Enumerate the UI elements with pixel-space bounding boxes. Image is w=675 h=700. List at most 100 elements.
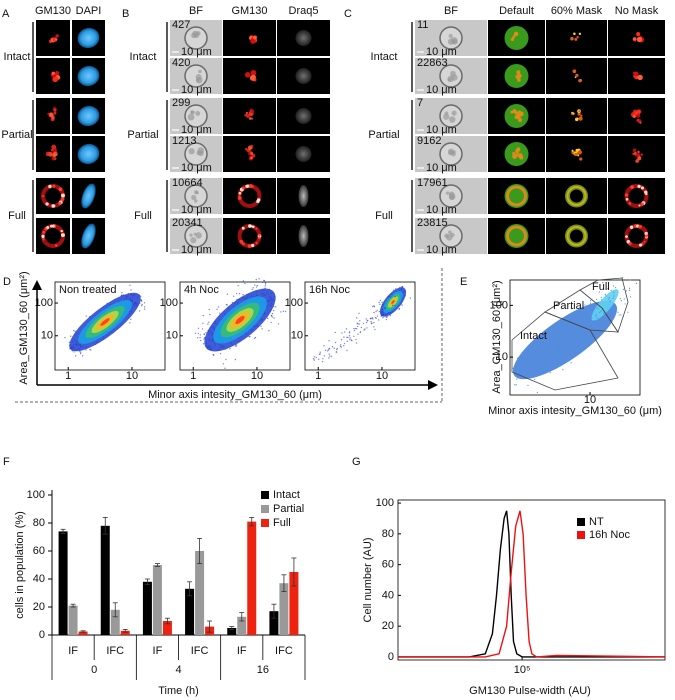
density-dot <box>370 317 372 320</box>
cell-spot <box>516 70 521 75</box>
density-dot <box>208 321 210 323</box>
column-header: 60% Mask <box>551 5 603 17</box>
cell-spot <box>244 71 251 78</box>
density-dot <box>209 313 211 316</box>
y-tick-label: 0 <box>39 629 45 641</box>
y-tick-label: 10 <box>496 351 508 363</box>
cell-spot <box>258 236 261 240</box>
bar <box>100 525 110 635</box>
cell-spot <box>246 114 250 118</box>
cell-spot <box>575 148 579 152</box>
cell-spot <box>571 149 574 152</box>
x-tick-label: IFC <box>106 645 124 657</box>
population-dot <box>591 322 593 324</box>
density-dot <box>321 361 324 363</box>
cell-spot <box>450 232 455 238</box>
cell-spot <box>60 233 65 238</box>
error-bar <box>207 620 213 633</box>
cell-spot <box>512 36 515 39</box>
density-dot <box>349 338 351 341</box>
population-dot <box>556 342 558 344</box>
population-dot <box>611 310 613 312</box>
density-dot <box>201 328 204 330</box>
population-dot <box>579 326 581 328</box>
cell-spot <box>572 112 575 115</box>
cell-spot <box>250 144 254 148</box>
cell-spot <box>187 113 195 121</box>
scale-bar-label: 10 μm <box>426 244 457 256</box>
density-dot <box>339 345 342 348</box>
cell-spot <box>512 151 516 156</box>
population-dot <box>584 340 587 342</box>
population-dot <box>624 303 626 305</box>
density-dot <box>375 317 377 319</box>
y-tick-label: 100 <box>35 297 53 309</box>
x-tick-label: 10 <box>584 394 596 406</box>
cell-spot <box>241 226 245 230</box>
density-dot <box>89 348 91 351</box>
y-tick-label: 100 <box>160 297 178 309</box>
cell-spot <box>195 111 201 116</box>
cell-spot <box>644 231 648 236</box>
error-bar <box>271 603 277 619</box>
y-axis-label: Area_GM130_60 (μm²) <box>491 280 503 393</box>
cell-spot <box>448 230 452 235</box>
population-dot <box>558 349 561 351</box>
density-dot <box>378 310 381 313</box>
population-dot <box>596 298 598 300</box>
nucleus <box>77 27 100 49</box>
cell-id: 17961 <box>417 177 448 189</box>
row-group-label: Intact <box>4 51 31 63</box>
density-dot <box>251 288 253 291</box>
cell-spot <box>53 111 57 115</box>
cell-spot <box>638 243 642 247</box>
population-dot <box>514 384 516 386</box>
density-dot <box>334 341 337 344</box>
row-group-label: Partial <box>127 129 158 141</box>
population-dot <box>612 297 614 300</box>
population-dot <box>595 322 597 324</box>
density-dot <box>341 332 343 334</box>
error-bar <box>80 630 86 633</box>
density-dot <box>85 315 87 317</box>
cell-spot <box>512 109 517 114</box>
population-dot <box>557 347 559 349</box>
density-level <box>391 300 395 304</box>
density-dot <box>370 320 372 323</box>
population-dot <box>541 365 543 368</box>
row-group-label: Partial <box>368 129 399 141</box>
population-dot <box>607 311 609 314</box>
y-tick-label: 80 <box>33 517 45 529</box>
population-dot <box>533 359 535 361</box>
y-tick-label: 10 <box>41 330 53 342</box>
plot-title: Non treated <box>59 284 116 296</box>
population-dot <box>549 372 551 374</box>
density-dot <box>355 317 358 319</box>
scale-bar-label: 10 μm <box>426 162 457 174</box>
density-dot <box>401 304 403 306</box>
population-dot <box>620 314 622 316</box>
density-dot <box>372 318 374 320</box>
cell-body <box>504 26 529 50</box>
population-dot <box>579 309 582 311</box>
density-dot <box>348 332 351 334</box>
population-dot <box>618 314 620 316</box>
population-dot <box>516 378 518 380</box>
density-dot <box>373 326 375 328</box>
density-dot <box>199 336 201 339</box>
density-dot <box>330 355 333 358</box>
cell-id: 20341 <box>172 217 203 229</box>
density-level <box>235 315 245 325</box>
cell-spot <box>517 110 522 116</box>
scale-bar-label: 10 μm <box>426 124 457 136</box>
golgi-ring <box>566 226 587 246</box>
population-dot <box>575 333 578 335</box>
population-dot <box>545 347 548 350</box>
population-dot <box>629 296 632 298</box>
population-dot <box>550 348 552 350</box>
density-dot <box>234 358 237 361</box>
scale-bar-label: 10 μm <box>181 204 212 216</box>
bar <box>110 609 120 635</box>
cell-spot <box>52 224 55 228</box>
density-dot <box>376 309 378 312</box>
